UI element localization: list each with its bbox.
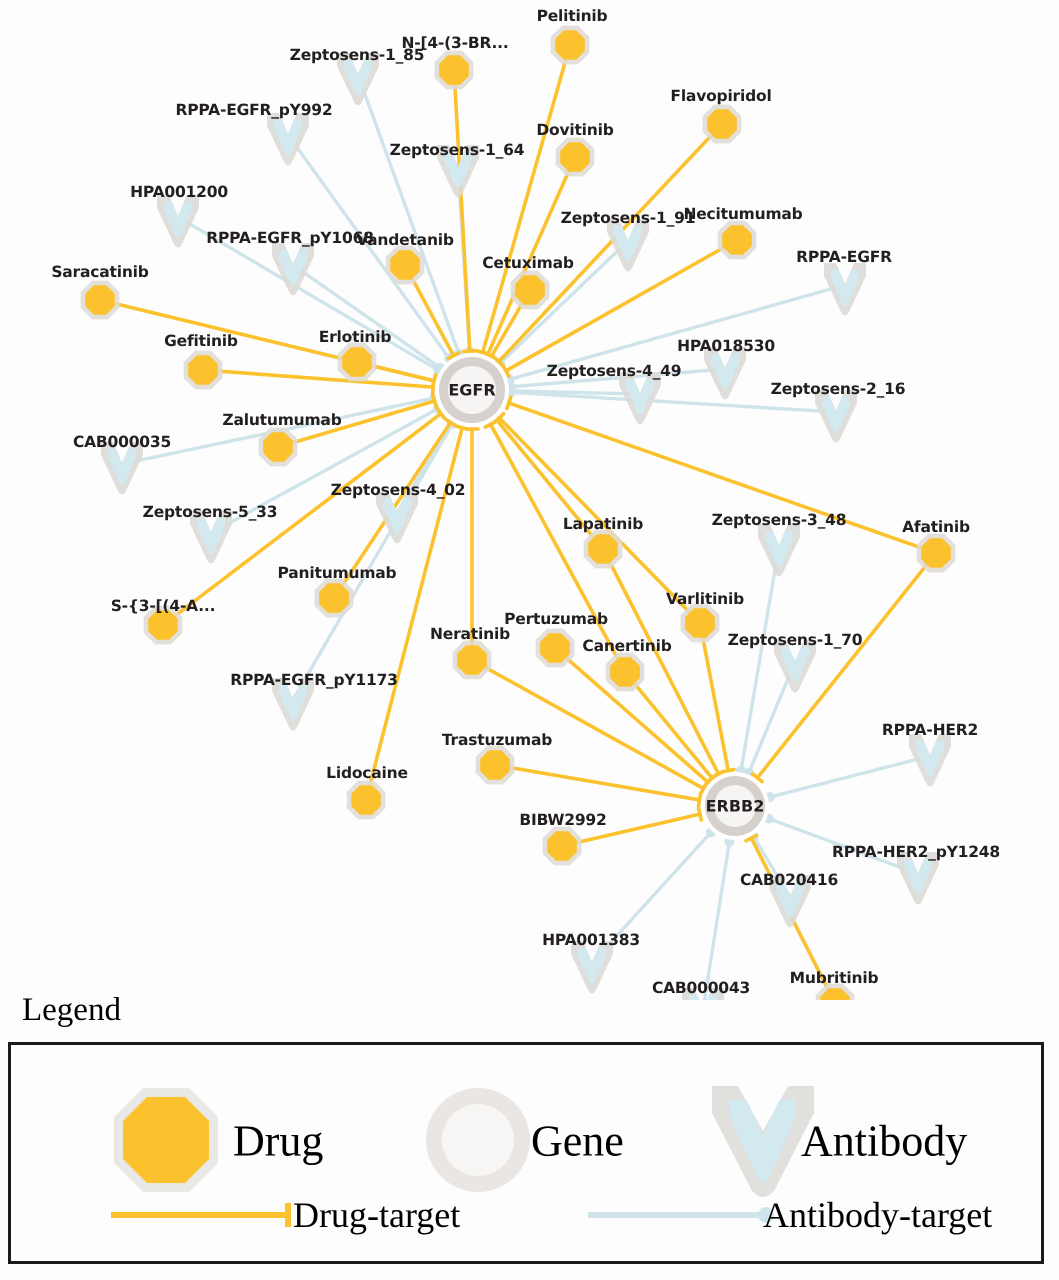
antibody-label: RPPA-HER2 bbox=[881, 721, 979, 739]
drug-label: Neratinib bbox=[430, 625, 510, 643]
drug-label: S-{3-[(4-A... bbox=[110, 597, 216, 615]
drug-label: Vandetanib bbox=[356, 231, 454, 249]
antibody-label: RPPA-EGFR bbox=[796, 248, 892, 266]
drug-label: Cetuximab bbox=[482, 254, 574, 272]
drug-label: Necitumumab bbox=[683, 205, 803, 223]
antibody-label: CAB000035 bbox=[72, 433, 172, 451]
drug-label: Canertinib bbox=[582, 637, 672, 655]
antibody-label: Zeptosens-2_16 bbox=[770, 380, 906, 398]
antibody-label: Zeptosens-4_49 bbox=[546, 362, 682, 380]
drug-label: Saracatinib bbox=[51, 263, 149, 281]
legend-gene-label: Gene bbox=[531, 1116, 624, 1166]
drug-label: Pertuzumab bbox=[504, 610, 608, 628]
drug-label: Gefitinib bbox=[164, 332, 238, 350]
drug-label: Afatinib bbox=[902, 518, 970, 536]
antibody-label: HPA001200 bbox=[130, 183, 228, 201]
network-svg bbox=[80, 25, 956, 1000]
antibody-label: Zeptosens-4_02 bbox=[330, 481, 466, 499]
drug-label: Flavopiridol bbox=[670, 87, 772, 105]
drug-label: Zalutumumab bbox=[222, 411, 342, 429]
antibody-label: Zeptosens-1_91 bbox=[560, 209, 696, 227]
drug-target-edge-icon bbox=[111, 1203, 291, 1227]
drug-octagon-icon bbox=[114, 1088, 218, 1192]
antibody-label: RPPA-EGFR_pY1068 bbox=[206, 229, 374, 247]
legend-drug-label: Drug bbox=[233, 1116, 324, 1166]
drug-label: Panitumumab bbox=[277, 564, 397, 582]
antibody-label: Zeptosens-1_85 bbox=[289, 46, 425, 64]
gene-label-erbb2: ERBB2 bbox=[705, 796, 765, 816]
drug-label: Dovitinib bbox=[536, 121, 614, 139]
legend-drug-target-label: Drug-target bbox=[293, 1195, 461, 1235]
antibody-label: CAB000043 bbox=[651, 979, 751, 997]
antibody-label: Zeptosens-1_64 bbox=[389, 141, 525, 159]
antibody-label: RPPA-EGFR_pY992 bbox=[175, 101, 333, 119]
legend-box: Drug Gene Antibody Drug-target Antibody-… bbox=[8, 1042, 1044, 1264]
legend-title: Legend bbox=[22, 992, 121, 1028]
drug-label: Pelitinib bbox=[536, 7, 608, 25]
antibody-label: HPA018530 bbox=[677, 337, 775, 355]
drug-label: Varlitinib bbox=[665, 590, 745, 608]
antibody-label: RPPA-HER2_pY1248 bbox=[832, 843, 1000, 861]
legend-antibody-label: Antibody bbox=[801, 1116, 968, 1166]
antibody-label: Zeptosens-3_48 bbox=[711, 511, 847, 529]
antibody-label: CAB020416 bbox=[739, 871, 839, 889]
gene-ring-icon bbox=[426, 1088, 530, 1192]
drug-label: Mubritinib bbox=[789, 969, 879, 987]
drug-label: Trastuzumab bbox=[441, 731, 553, 749]
drug-label: N-[4-(3-BR... bbox=[401, 34, 509, 52]
antibody-label: HPA001383 bbox=[542, 931, 640, 949]
antibody-chevron-icon bbox=[712, 1086, 814, 1197]
antibody-label: RPPA-EGFR_pY1173 bbox=[230, 671, 398, 689]
antibody-label: Zeptosens-5_33 bbox=[142, 503, 278, 521]
network-canvas[interactable]: Zeptosens-1_85 RPPA-EGFR_pY992 HPA001200 RP… bbox=[0, 0, 1059, 1000]
antibody-label: Zeptosens-1_70 bbox=[727, 631, 863, 649]
antibody-target-edge-icon bbox=[588, 1207, 774, 1223]
drug-label: BIBW2992 bbox=[519, 811, 607, 829]
drug-label: Lidocaine bbox=[326, 764, 408, 782]
legend-antibody-target-label: Antibody-target bbox=[763, 1195, 993, 1235]
drug-label: Lapatinib bbox=[562, 515, 644, 533]
gene-label-egfr: EGFR bbox=[448, 380, 496, 400]
drug-label: Erlotinib bbox=[318, 328, 392, 346]
